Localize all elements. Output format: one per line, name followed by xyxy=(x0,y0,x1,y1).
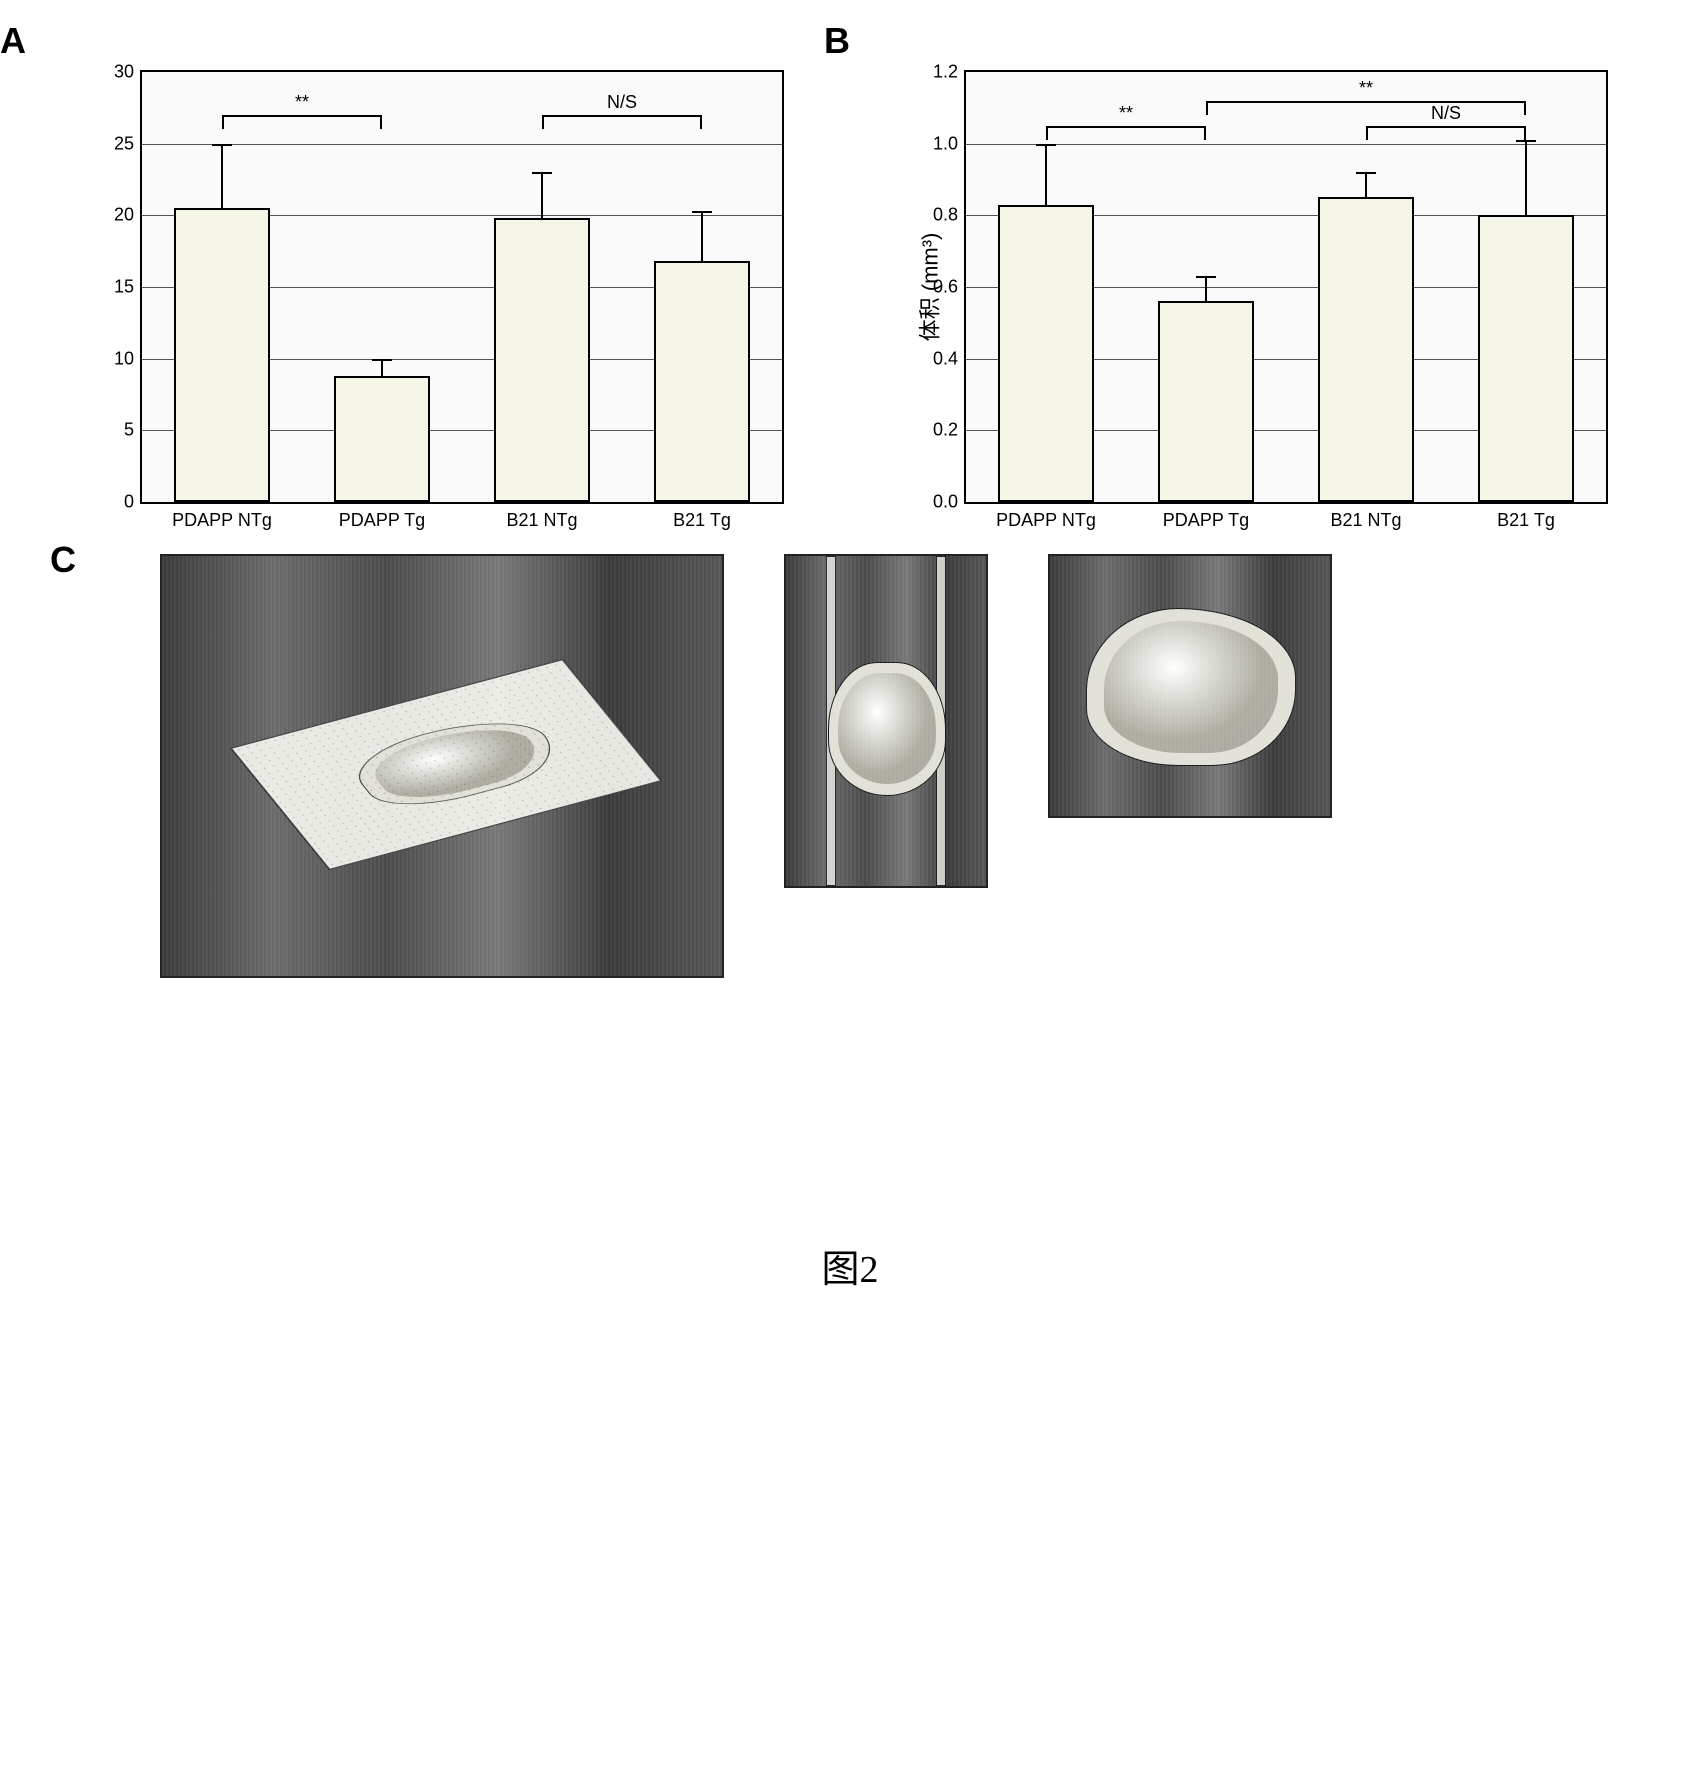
panel-b-chart-container: 体积 (mm³) 0.00.20.40.60.81.01.2PDAPP NTgP… xyxy=(964,70,1608,504)
figure-2: A 平均目标数目 / 100 μm³ 051015202530PDAPP NTg… xyxy=(40,40,1660,1293)
error-bar xyxy=(1205,276,1207,301)
bar-b21-tg xyxy=(654,261,750,502)
ytick-label: 15 xyxy=(114,277,142,298)
xtick-label: PDAPP NTg xyxy=(996,502,1096,531)
panel-b-label: B xyxy=(824,20,850,62)
error-cap xyxy=(372,359,392,361)
error-cap xyxy=(692,211,712,213)
error-cap xyxy=(1516,140,1536,142)
bar-pdapp-tg xyxy=(334,376,430,502)
gridline xyxy=(966,144,1606,145)
significance-label: N/S xyxy=(607,92,637,113)
hippocampus-sagittal xyxy=(1086,608,1295,766)
xtick-label: PDAPP Tg xyxy=(1163,502,1249,531)
ytick-label: 1.2 xyxy=(933,62,966,83)
panel-a-label: A xyxy=(0,20,26,62)
panel-a: A 平均目标数目 / 100 μm³ 051015202530PDAPP NTg… xyxy=(40,40,784,504)
significance-label: ** xyxy=(295,92,309,113)
error-bar xyxy=(541,172,543,218)
panel-c-image-3 xyxy=(1048,554,1332,818)
xtick-label: PDAPP NTg xyxy=(172,502,272,531)
bar-pdapp-ntg xyxy=(998,205,1094,502)
top-row: A 平均目标数目 / 100 μm³ 051015202530PDAPP NTg… xyxy=(40,40,1660,504)
ytick-label: 0 xyxy=(124,492,142,513)
error-bar xyxy=(221,144,223,209)
panel-c-label: C xyxy=(50,539,76,581)
significance-bracket xyxy=(1206,101,1526,103)
panel-b-chart: 0.00.20.40.60.81.01.2PDAPP NTgPDAPP TgB2… xyxy=(964,70,1608,504)
hippocampus-3d xyxy=(339,708,572,818)
ytick-label: 0.6 xyxy=(933,277,966,298)
panel-a-chart: 051015202530PDAPP NTgPDAPP TgB21 NTgB21 … xyxy=(140,70,784,504)
bar-b21-ntg xyxy=(494,218,590,502)
xtick-label: B21 NTg xyxy=(1330,502,1401,531)
significance-label: N/S xyxy=(1431,103,1461,124)
bar-b21-tg xyxy=(1478,215,1574,502)
panel-a-chart-container: 平均目标数目 / 100 μm³ 051015202530PDAPP NTgPD… xyxy=(140,70,784,504)
panel-c-image-1 xyxy=(160,554,724,978)
error-bar xyxy=(701,211,703,261)
bar-pdapp-tg xyxy=(1158,301,1254,502)
ytick-label: 0.8 xyxy=(933,205,966,226)
error-bar xyxy=(1365,172,1367,197)
panel-b: B 体积 (mm³) 0.00.20.40.60.81.01.2PDAPP NT… xyxy=(864,40,1608,504)
ytick-label: 0.4 xyxy=(933,348,966,369)
xtick-label: B21 NTg xyxy=(506,502,577,531)
ytick-label: 0.0 xyxy=(933,492,966,513)
significance-bracket xyxy=(1046,126,1206,128)
error-bar xyxy=(1525,140,1527,215)
significance-bracket xyxy=(542,115,702,117)
ytick-label: 30 xyxy=(114,62,142,83)
error-bar xyxy=(381,359,383,376)
bar-pdapp-ntg xyxy=(174,208,270,502)
xtick-label: PDAPP Tg xyxy=(339,502,425,531)
ytick-label: 5 xyxy=(124,420,142,441)
hippocampus-coronal xyxy=(828,662,946,796)
significance-bracket xyxy=(222,115,382,117)
error-cap xyxy=(1356,172,1376,174)
ytick-label: 10 xyxy=(114,348,142,369)
panel-c-image-2 xyxy=(784,554,988,888)
ytick-label: 20 xyxy=(114,205,142,226)
error-cap xyxy=(1196,276,1216,278)
error-cap xyxy=(1036,144,1056,146)
xtick-label: B21 Tg xyxy=(673,502,731,531)
panel-c-row: C xyxy=(160,554,1660,978)
figure-caption: 图2 xyxy=(40,1238,1660,1293)
significance-label: ** xyxy=(1119,103,1133,124)
ytick-label: 0.2 xyxy=(933,420,966,441)
error-cap xyxy=(212,144,232,146)
significance-bracket xyxy=(1366,126,1526,128)
gridline xyxy=(142,144,782,145)
error-cap xyxy=(532,172,552,174)
significance-label: ** xyxy=(1359,78,1373,99)
section-plane xyxy=(231,660,661,870)
ytick-label: 1.0 xyxy=(933,133,966,154)
ytick-label: 25 xyxy=(114,133,142,154)
xtick-label: B21 Tg xyxy=(1497,502,1555,531)
bar-b21-ntg xyxy=(1318,197,1414,502)
error-bar xyxy=(1045,144,1047,205)
